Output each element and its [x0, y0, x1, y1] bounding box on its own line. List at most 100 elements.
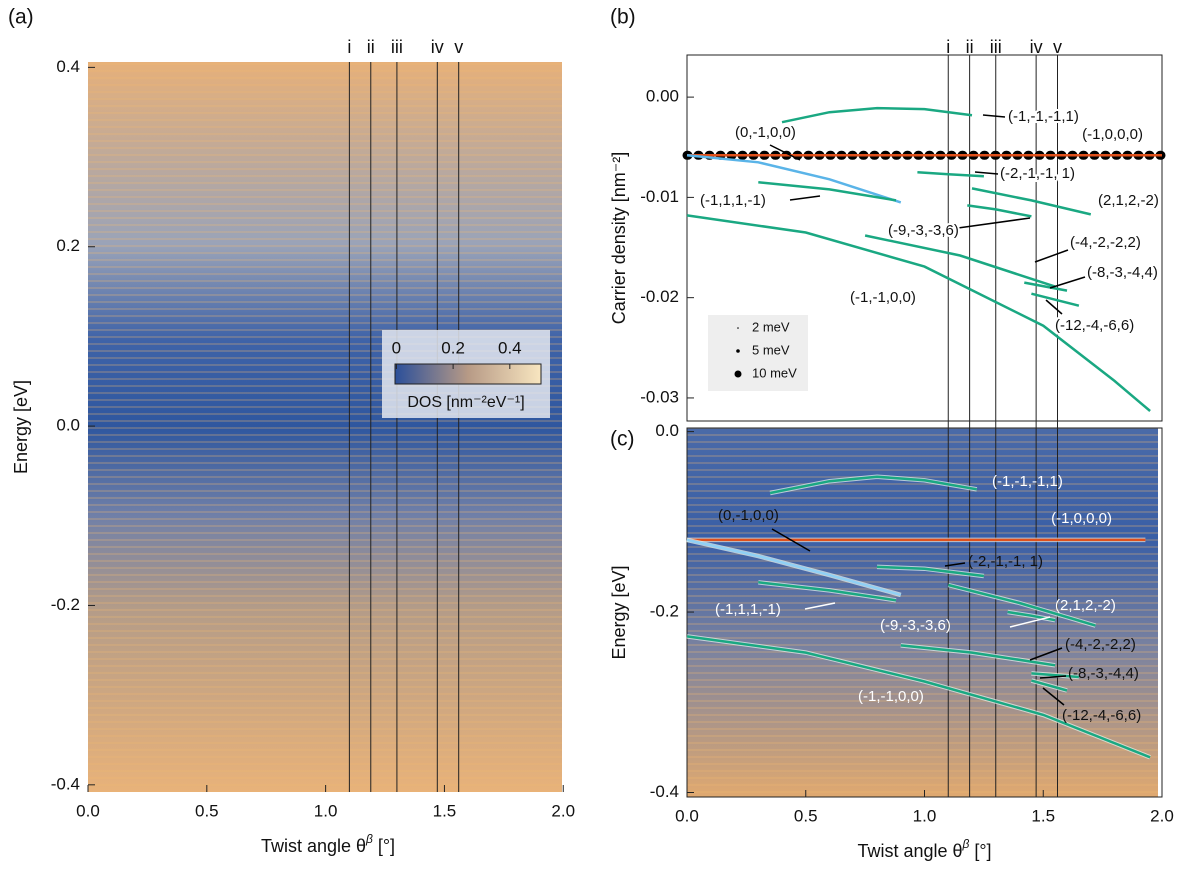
y-tick-label: -0.03	[640, 387, 679, 406]
x-axis-label-part: [°]	[373, 836, 395, 856]
series-line	[917, 171, 984, 178]
annotation-arrow	[1045, 299, 1063, 315]
series-line	[686, 635, 1151, 759]
series-line	[864, 234, 1056, 288]
series-line	[758, 581, 897, 602]
series-label: (-4,-2,-2,2)	[1065, 636, 1136, 653]
colorbar	[394, 363, 542, 385]
y-tick-label: -0.4	[51, 774, 80, 793]
series-label: (-4,-2,-2,2)	[1070, 234, 1141, 251]
y-axis-label: Energy [eV]	[609, 565, 629, 659]
legend-box	[708, 315, 808, 391]
annotation-arrow	[1042, 687, 1065, 706]
panel-label: (a)	[8, 6, 34, 29]
series-label: (-9,-3,-3,6)	[888, 222, 959, 239]
marker-label: v	[454, 37, 463, 57]
series-line	[781, 106, 973, 124]
colorbar-label: DOS [nm⁻²eV⁻¹]	[407, 394, 524, 411]
annotation-arrow	[769, 144, 801, 161]
heatmap-texture	[687, 428, 1158, 797]
x-tick-label: 2.0	[551, 801, 575, 820]
x-axis-label: Twist angle θβ [°]	[261, 832, 395, 856]
plot-area	[686, 54, 1163, 422]
x-axis-label-part: Twist angle θ	[261, 836, 366, 856]
series-label: (-1,-1,0,0)	[858, 688, 924, 705]
series-label: (-1,1,1,-1)	[715, 601, 781, 618]
series-label: (-8,-3,-4,4)	[1068, 665, 1139, 682]
heatmap-texture	[88, 62, 562, 792]
x-axis-label-part: β	[365, 832, 373, 846]
annotation-arrow	[957, 217, 1031, 229]
marker-label: i	[946, 37, 950, 57]
marker-label: ii	[966, 37, 974, 57]
series-line	[876, 565, 985, 578]
x-tick-label: 1.5	[1031, 806, 1055, 825]
series-label: (-2,-1,-1, 1)	[1000, 165, 1075, 182]
series-line	[967, 204, 1032, 218]
series-label: (-8,-3,-4,4)	[1087, 264, 1158, 281]
series-line	[900, 644, 1056, 667]
annotation-arrow	[789, 195, 821, 201]
legend-label: 10 meV	[752, 365, 797, 380]
series-label: (2,1,2,-2)	[1055, 597, 1116, 614]
series-line	[1031, 292, 1080, 307]
x-tick-label: 1.0	[314, 801, 338, 820]
y-tick-label: 0.4	[56, 57, 80, 76]
colorbar-tick-label: 0	[392, 338, 401, 357]
series-label: (0,-1,0,0)	[735, 124, 796, 141]
panel-label: (b)	[610, 6, 636, 29]
y-tick-label: -0.02	[640, 287, 679, 306]
annotation-arrow	[982, 114, 1006, 118]
legend-marker	[736, 349, 740, 353]
x-tick-label: 0.0	[76, 801, 100, 820]
annotation-arrow	[1029, 647, 1063, 661]
legend-marker	[737, 327, 739, 329]
series-label: (-12,-4,-6,6)	[1055, 317, 1134, 334]
x-tick-label: 1.5	[433, 801, 457, 820]
marker-label: v	[1053, 37, 1062, 57]
y-tick-label: -0.4	[650, 782, 679, 801]
y-axis-label: Carrier density [nm⁻²]	[609, 152, 629, 325]
panel-label: (c)	[610, 428, 635, 451]
colorbar-tick-label: 0.2	[441, 338, 465, 357]
series-label: (-1,-1,-1,1)	[1008, 108, 1079, 125]
series-label: (2,1,2,-2)	[1098, 192, 1159, 209]
annotation-arrow	[1009, 616, 1051, 628]
x-axis-label: Twist angle θβ [°]	[857, 837, 991, 861]
annotation-arrow	[944, 562, 966, 567]
marker-label: ii	[367, 37, 375, 57]
series-label: (-1,0,0,0)	[1051, 510, 1112, 527]
series-label: (0,-1,0,0)	[718, 507, 779, 524]
series-label: (-1,-1,-1,1)	[992, 473, 1063, 490]
marker-label: iii	[990, 37, 1002, 57]
y-tick-label: -0.2	[650, 602, 679, 621]
series-line	[758, 181, 897, 202]
series-line	[1031, 679, 1068, 692]
x-tick-label: 1.0	[913, 806, 937, 825]
series-label: (-1,1,1,-1)	[700, 192, 766, 209]
marker-label: i	[347, 37, 351, 57]
series-line	[1024, 281, 1068, 292]
marker-label: iv	[1030, 37, 1043, 57]
y-tick-label: -0.01	[640, 187, 679, 206]
series-line	[769, 475, 978, 495]
marker-label: iii	[391, 37, 403, 57]
annotation-arrow	[1049, 276, 1086, 289]
series-label: (-1,0,0,0)	[1082, 126, 1143, 143]
y-tick-label: 0.0	[56, 416, 80, 435]
x-axis-label-part: [°]	[969, 841, 991, 861]
x-tick-label: 0.5	[794, 806, 818, 825]
x-tick-label: 0.5	[195, 801, 219, 820]
series-line	[686, 538, 902, 597]
legend-label: 2 meV	[752, 319, 790, 334]
y-tick-label: 0.0	[655, 421, 679, 440]
y-tick-label: 0.2	[56, 236, 80, 255]
x-axis-label-part: Twist angle θ	[857, 841, 962, 861]
legend-marker	[734, 370, 742, 378]
annotation-arrow	[974, 171, 999, 175]
series-line	[971, 187, 1092, 216]
series-line	[1007, 610, 1056, 622]
y-tick-label: -0.2	[51, 595, 80, 614]
series-label: (-9,-3,-3,6)	[880, 617, 951, 634]
